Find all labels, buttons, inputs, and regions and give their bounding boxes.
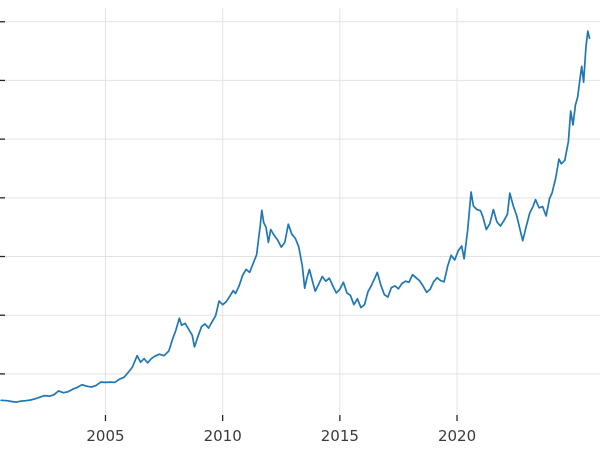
x-tick-label: 2010 [204, 427, 242, 445]
x-tick-label: 2005 [86, 427, 124, 445]
price-line-series [0, 30, 591, 403]
tick-layer [0, 21, 458, 421]
x-axis-labels: 2005 2010 2015 2020 [86, 427, 476, 445]
grid-layer [0, 8, 600, 415]
x-tick-label: 2020 [438, 427, 476, 445]
x-tick-label: 2015 [321, 427, 359, 445]
